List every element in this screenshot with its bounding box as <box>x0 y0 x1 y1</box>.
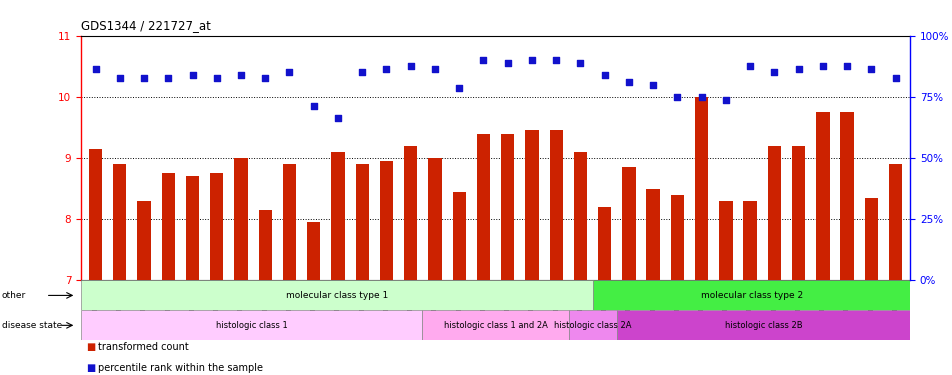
Point <box>306 103 321 109</box>
Text: GDS1344 / 221727_at: GDS1344 / 221727_at <box>81 19 210 32</box>
Point <box>718 97 733 103</box>
Text: percentile rank within the sample: percentile rank within the sample <box>98 363 263 373</box>
Bar <box>476 134 489 280</box>
Point <box>645 82 660 88</box>
Bar <box>694 97 707 280</box>
Text: ■: ■ <box>86 363 95 373</box>
Bar <box>791 146 804 280</box>
Bar <box>617 310 909 340</box>
Bar <box>592 280 909 310</box>
Point <box>766 69 782 75</box>
Point <box>572 60 587 66</box>
Bar <box>568 310 617 340</box>
Point <box>185 72 200 78</box>
Bar <box>427 158 441 280</box>
Point <box>887 75 902 81</box>
Text: histologic class 2A: histologic class 2A <box>554 321 631 330</box>
Bar <box>815 112 828 280</box>
Point <box>596 72 611 78</box>
Bar <box>670 195 684 280</box>
Bar <box>622 167 635 280</box>
Text: transformed count: transformed count <box>98 342 188 352</box>
Bar <box>525 130 538 280</box>
Bar <box>573 152 586 280</box>
Point <box>379 66 394 72</box>
Bar <box>137 201 150 280</box>
Bar <box>380 161 393 280</box>
Point <box>354 69 369 75</box>
Bar <box>234 158 248 280</box>
Text: disease state: disease state <box>2 321 62 330</box>
Bar <box>719 201 732 280</box>
Bar <box>331 152 345 280</box>
Bar <box>767 146 781 280</box>
Text: histologic class 1 and 2A: histologic class 1 and 2A <box>444 321 546 330</box>
Bar <box>549 130 563 280</box>
Point <box>451 85 466 91</box>
Bar <box>209 173 223 280</box>
Point <box>548 57 564 63</box>
Bar <box>452 192 466 280</box>
Bar <box>404 146 417 280</box>
Point <box>282 69 297 75</box>
Bar <box>258 210 271 280</box>
Point <box>330 115 346 121</box>
Point <box>112 75 128 81</box>
Bar <box>840 112 853 280</box>
Point <box>814 63 829 69</box>
Point <box>426 66 442 72</box>
Bar <box>501 134 514 280</box>
Bar <box>743 201 756 280</box>
Point <box>403 63 418 69</box>
Bar <box>422 310 568 340</box>
Point <box>621 78 636 84</box>
Point <box>208 75 224 81</box>
Text: histologic class 2B: histologic class 2B <box>724 321 802 330</box>
Point <box>524 57 539 63</box>
Text: molecular class type 2: molecular class type 2 <box>700 291 802 300</box>
Text: other: other <box>2 291 26 300</box>
Point <box>693 94 708 100</box>
Point <box>136 75 151 81</box>
Bar <box>597 207 610 280</box>
Point <box>742 63 757 69</box>
Point <box>475 57 490 63</box>
Bar <box>307 222 320 280</box>
Bar <box>283 164 296 280</box>
Bar <box>355 164 368 280</box>
Bar <box>186 176 199 280</box>
Point <box>257 75 272 81</box>
Point <box>88 66 103 72</box>
Bar <box>89 149 102 280</box>
Point <box>839 63 854 69</box>
Bar <box>81 310 422 340</box>
Point <box>161 75 176 81</box>
Point <box>500 60 515 66</box>
Point <box>669 94 684 100</box>
Point <box>233 72 248 78</box>
Text: histologic class 1: histologic class 1 <box>215 321 288 330</box>
Bar <box>888 164 902 280</box>
Bar <box>863 198 877 280</box>
Point <box>790 66 805 72</box>
Bar <box>645 189 659 280</box>
Bar <box>81 280 592 310</box>
Text: ■: ■ <box>86 342 95 352</box>
Bar <box>113 164 127 280</box>
Text: molecular class type 1: molecular class type 1 <box>286 291 387 300</box>
Bar <box>162 173 175 280</box>
Point <box>863 66 878 72</box>
